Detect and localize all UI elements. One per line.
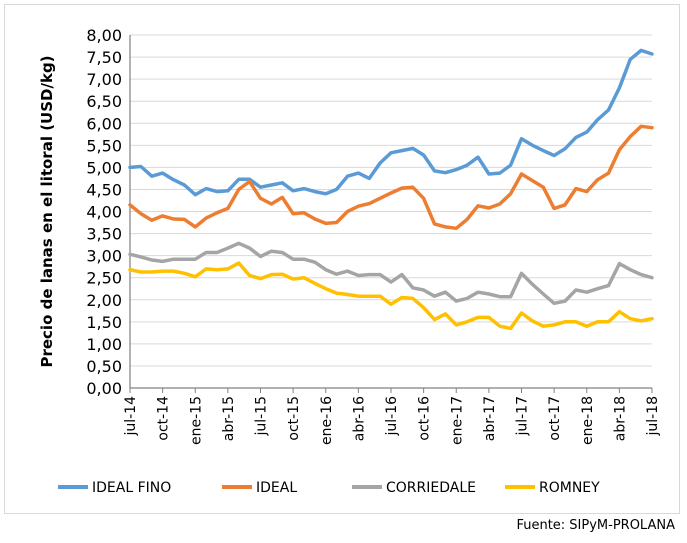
x-tick-label: oct-17 [547,396,563,441]
y-tick-label: 2,50 [86,269,122,288]
y-tick-label: 5,50 [86,136,122,155]
x-tick-label: jul-14 [123,396,139,437]
line-chart: 0,00 0,50 1,00 1,50 2,00 2,50 3,00 3,50 4,00 4,50… [38,26,661,496]
x-tick-label: oct-14 [156,396,172,441]
y-tick-label: 5,00 [86,158,122,177]
y-tick-label: 4,00 [86,203,122,222]
x-tick-label: oct-16 [417,396,433,441]
series-line-romney [128,261,654,331]
y-tick-label: 2,00 [86,291,122,310]
x-tick-label: ene-15 [188,396,204,445]
series-line-ideal [128,124,654,231]
x-tick-label: oct-15 [286,396,302,441]
y-tick-label: 6,00 [86,114,122,133]
x-tick-label: abr-17 [482,396,498,441]
y-tick-label: 7,50 [86,48,122,67]
legend-label: ROMNEY [539,480,600,496]
x-tick-label: abr-15 [221,396,237,441]
series-line-ideal-fino [128,48,654,197]
chart-frame [4,4,680,514]
x-tick-label: ene-16 [319,396,335,445]
source-note: Fuente: SIPyM-PROLANA [516,518,675,533]
legend-label: CORRIEDALE [386,480,476,496]
y-tick-label: 3,00 [86,247,122,266]
y-tick-label: 3,50 [86,225,122,244]
y-tick-label: 7,00 [86,70,122,89]
x-tick-label: abr-16 [351,396,367,441]
series-line-corriedale [128,241,654,306]
y-tick-label: 8,00 [86,26,122,45]
y-tick-label: 0,50 [86,357,122,376]
x-tick-label: jul-17 [515,396,531,437]
y-tick-label: 1,50 [86,313,122,332]
y-tick-label: 4,50 [86,180,122,199]
y-tick-label: 1,00 [86,335,122,354]
x-tick-label: jul-18 [645,396,661,437]
y-axis-title: Precio de lanas en el litoral (USD/kg) [38,55,56,367]
x-tick-label: ene-18 [580,396,596,445]
x-tick-label: abr-18 [612,396,628,441]
y-tick-label: 0,00 [86,379,122,398]
x-tick-label: jul-16 [384,396,400,437]
legend-label: IDEAL FINO [92,480,171,496]
y-tick-label: 6,50 [86,92,122,111]
x-tick-label: jul-15 [254,396,270,437]
legend-label: IDEAL [256,480,297,496]
x-tick-label: ene-17 [449,396,465,445]
